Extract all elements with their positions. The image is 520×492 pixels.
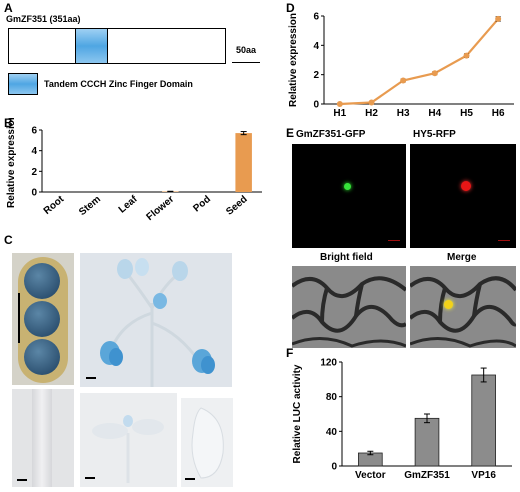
y-tick-label: 4: [313, 41, 319, 52]
y-tick-label: 40: [326, 427, 338, 438]
scale-bar: [498, 240, 510, 241]
x-tick-label: H1: [333, 108, 346, 119]
y-axis-label: Relative LUC activity: [292, 364, 303, 463]
scale-bar: [86, 377, 96, 379]
bar: [414, 417, 440, 467]
panel-label-c: C: [4, 233, 13, 247]
bright-title: Bright field: [320, 252, 373, 263]
seed-3: [24, 339, 60, 375]
y-tick-label: 120: [320, 358, 337, 369]
data-point: [400, 77, 407, 84]
y-tick-label: 2: [313, 70, 319, 81]
chart-d: 0 2 4 6 Relative expression H1 H2 H3 H4 H5 H6: [288, 12, 514, 119]
y-axis-label: Relative expression: [288, 13, 299, 107]
x-tick-label: Vector: [355, 470, 386, 481]
merge-title: Merge: [447, 252, 477, 263]
leaf-image: [181, 398, 233, 487]
x-tick-label: Pod: [191, 194, 213, 215]
scale-bar: [85, 477, 95, 479]
gfp-nucleus: [344, 183, 351, 190]
scale-bar: [18, 293, 20, 343]
data-point: [495, 15, 502, 22]
y-tick-label: 4: [31, 146, 37, 157]
x-tick-label: Leaf: [117, 193, 140, 215]
series-line: [339, 18, 499, 106]
data-point: [431, 70, 438, 77]
protein-bar: [8, 28, 226, 64]
data-point: [368, 99, 375, 106]
x-tick-label: H2: [365, 108, 378, 119]
data-point: [336, 101, 343, 107]
seedling-image: [80, 393, 177, 487]
panel-label-a: A: [4, 1, 13, 15]
chart-b: 0 2 4 6 Relative expression Root Stem Leaf Flowe…: [6, 118, 262, 223]
rfp-nucleus: [461, 181, 471, 191]
data-point: [463, 52, 470, 59]
scale-bar: [185, 478, 195, 480]
bar: [235, 133, 252, 192]
x-tick-label: Stem: [77, 194, 103, 218]
scale-bar: [17, 479, 27, 481]
chart-f: 0 40 80 120 Relative LUC activity Vector GmZF3…: [292, 358, 512, 481]
legend-swatch: [8, 73, 38, 95]
panel-label-d: D: [286, 1, 295, 15]
rfp-title: HY5-RFP: [413, 129, 456, 140]
panel-label-b: B: [4, 116, 13, 130]
scale-bar-50aa: [232, 62, 260, 63]
stem: [32, 389, 52, 487]
panel-label-f: F: [286, 346, 294, 360]
protein-name: GmZF351 (351aa): [6, 14, 81, 24]
x-tick-label: VP16: [471, 470, 496, 481]
y-tick-label: 80: [326, 392, 338, 403]
y-axis-label: Relative expression: [6, 118, 17, 208]
merge-image: [410, 266, 516, 348]
scale-bar: [388, 240, 400, 241]
merge-nucleus: [444, 300, 453, 309]
zinc-finger-domain: [75, 28, 108, 64]
panel-label-e: E: [286, 126, 295, 140]
scale-label: 50aa: [236, 45, 257, 55]
x-tick-label: H4: [428, 108, 441, 119]
x-tick-label: GmZF351: [404, 470, 450, 481]
stem-image: [12, 389, 74, 487]
y-tick-label: 0: [313, 100, 319, 111]
y-tick-label: 6: [31, 126, 37, 137]
y-tick-label: 0: [331, 462, 337, 473]
x-tick-label: H5: [460, 108, 473, 119]
x-tick-label: Flower: [144, 194, 176, 223]
rfp-image: [410, 144, 516, 248]
x-tick-label: H6: [492, 108, 505, 119]
seed-pod-image: [12, 253, 74, 385]
x-tick-label: Seed: [224, 194, 249, 218]
y-tick-label: 6: [313, 12, 319, 23]
seed-2: [24, 301, 60, 337]
legend-text: Tandem CCCH Zinc Finger Domain: [44, 79, 193, 89]
x-tick-label: Root: [42, 193, 67, 216]
bright-field-image: [292, 266, 406, 348]
gfp-image: [292, 144, 406, 248]
y-tick-label: 0: [31, 188, 37, 199]
seed-1: [24, 263, 60, 299]
flower-image: [80, 253, 232, 387]
bar: [471, 374, 496, 467]
y-tick-label: 2: [31, 167, 37, 178]
gfp-title: GmZF351-GFP: [296, 129, 366, 140]
x-tick-label: H3: [397, 108, 410, 119]
